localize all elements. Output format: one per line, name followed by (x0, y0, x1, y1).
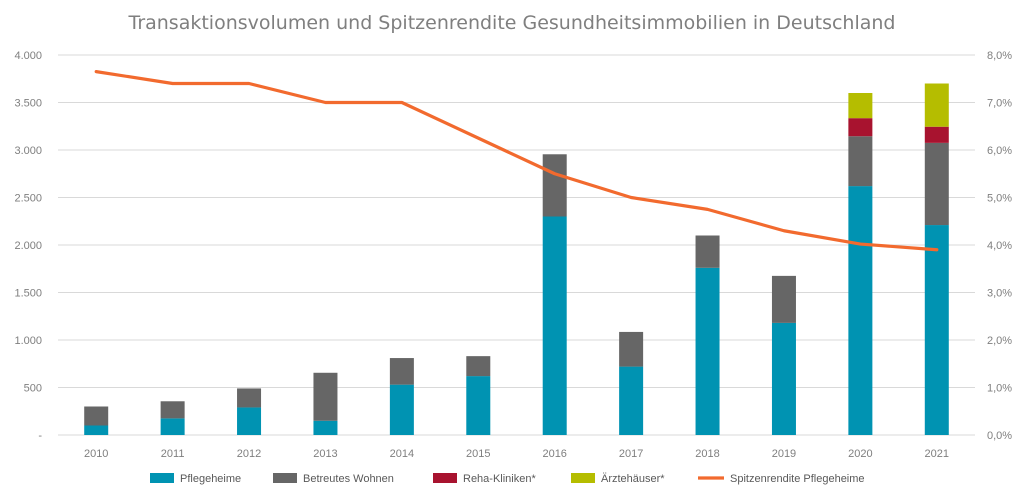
bar-segment (237, 388, 262, 408)
y2-tick-label: 4,0% (987, 240, 1012, 252)
x-tick-label: 2019 (772, 448, 796, 460)
bar-segment (771, 275, 796, 323)
bar-segment (848, 118, 873, 137)
bar-segment (695, 267, 720, 435)
bar-segment (160, 418, 185, 435)
x-tick-label: 2012 (237, 448, 261, 460)
bar-segment (160, 401, 185, 419)
x-tick-label: 2016 (542, 448, 566, 460)
legend-label: Pflegeheime (180, 473, 241, 485)
bar-segment (924, 126, 949, 143)
y2-tick-label: 7,0% (987, 98, 1012, 110)
x-tick-label: 2013 (313, 448, 337, 460)
y-tick-label: 3.500 (14, 98, 42, 110)
bar-segment (924, 83, 949, 127)
bar-segment (542, 154, 567, 217)
legend-label: Reha-Kliniken* (463, 473, 536, 485)
bar-segment (389, 358, 414, 385)
bar-segment (695, 235, 720, 268)
legend-swatch (571, 473, 595, 483)
y2-tick-label: 3,0% (987, 288, 1012, 300)
y-tick-label: 2.500 (14, 193, 42, 205)
bar-segment (848, 186, 873, 435)
y2-tick-label: 0,0% (987, 430, 1012, 442)
bar-segment (542, 216, 567, 435)
y-tick-label: 1.500 (14, 288, 42, 300)
bar-segment (313, 420, 338, 435)
bar-segment (84, 425, 109, 435)
bar-segment (848, 136, 873, 187)
bar-segment (924, 142, 949, 226)
bar-segment (466, 376, 491, 435)
bar-segment (466, 356, 491, 377)
x-tick-label: 2020 (848, 448, 872, 460)
legend-swatch (273, 473, 297, 483)
bar-segment (237, 407, 262, 435)
y2-tick-label: 1,0% (987, 383, 1012, 395)
x-tick-label: 2018 (695, 448, 719, 460)
bar-segment (389, 384, 414, 435)
legend-swatch (433, 473, 457, 483)
y-tick-label: 3.000 (14, 145, 42, 157)
bar-segment (619, 331, 644, 367)
y2-tick-label: 8,0% (987, 50, 1012, 62)
x-tick-label: 2015 (466, 448, 490, 460)
legend-label: Betreutes Wohnen (303, 473, 394, 485)
bar-segment (619, 366, 644, 435)
bar-segment (848, 93, 873, 119)
y-tick-label: 2.000 (14, 240, 42, 252)
y-tick-label: 500 (24, 383, 42, 395)
y-tick-label: 4.000 (14, 50, 42, 62)
legend-swatch (150, 473, 174, 483)
x-tick-label: 2021 (925, 448, 949, 460)
bar-segment (771, 322, 796, 435)
y2-tick-label: 6,0% (987, 145, 1012, 157)
y-tick-label: 1.000 (14, 335, 42, 347)
y-tick-label: - (38, 430, 42, 442)
y2-tick-label: 5,0% (987, 193, 1012, 205)
bar-segment (84, 406, 109, 426)
x-tick-label: 2011 (161, 448, 185, 460)
bar-segment (924, 225, 949, 435)
line-series (94, 70, 939, 252)
bar-segment (313, 372, 338, 421)
legend-label: Ärztehäuser* (601, 473, 665, 485)
x-tick-label: 2010 (84, 448, 108, 460)
x-tick-label: 2017 (619, 448, 643, 460)
chart-title: Transaktionsvolumen und Spitzenrendite G… (128, 12, 896, 34)
y2-tick-label: 2,0% (987, 335, 1012, 347)
x-tick-label: 2014 (390, 448, 414, 460)
legend-label: Spitzenrendite Pflegeheime (730, 473, 865, 485)
